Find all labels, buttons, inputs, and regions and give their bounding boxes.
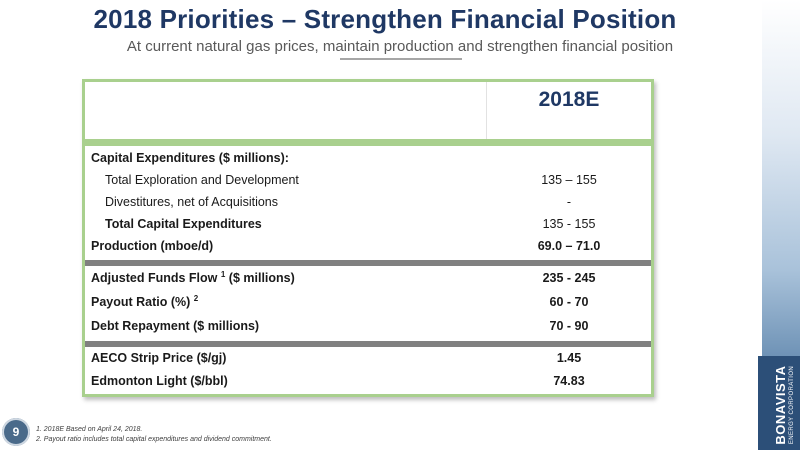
table-row: AECO Strip Price ($/gj) 1.45 (85, 348, 651, 370)
section-separator (85, 341, 651, 347)
row-label: Adjusted Funds Flow 1 ($ millions) (91, 269, 295, 285)
footnote-2: 2. Payout ratio includes total capital e… (36, 436, 272, 443)
row-label: Production (mboe/d) (91, 239, 214, 253)
table-row: Payout Ratio (%) 2 60 - 70 (85, 292, 651, 314)
row-value: 69.0 – 71.0 (537, 239, 601, 253)
section-separator (85, 260, 651, 266)
page-number-badge: 9 (2, 418, 30, 446)
header-separator (85, 139, 651, 146)
logo-name: BONAVISTA (773, 365, 788, 445)
row-label: Capital Expenditures ($ millions): (91, 151, 289, 165)
footnote-ref: 1 (220, 269, 226, 279)
row-value: 235 - 245 (542, 271, 596, 285)
slide-title: 2018 Priorities – Strengthen Financial P… (93, 4, 677, 34)
table-row: Production (mboe/d) 69.0 – 71.0 (85, 236, 651, 258)
row-label: Total Exploration and Development (105, 173, 299, 187)
row-value: 60 - 70 (549, 295, 589, 309)
subtitle-underline (340, 58, 462, 60)
guidance-table: 2018E Capital Expenditures ($ millions):… (82, 79, 654, 397)
row-label: Payout Ratio (%) 2 (91, 293, 199, 309)
row-value: 135 - 155 (542, 217, 596, 231)
table-row: Divestitures, net of Acquisitions - (85, 192, 651, 214)
row-value: 74.83 (553, 374, 585, 388)
table-row: Total Exploration and Development 135 – … (85, 170, 651, 192)
row-value: 70 - 90 (549, 319, 589, 333)
row-label: Total Capital Expenditures (105, 217, 262, 231)
footnotes: 1. 2018E Based on April 24, 2018. 2. Pay… (36, 425, 272, 445)
footnote-ref: 2 (193, 293, 199, 303)
table-row: Adjusted Funds Flow 1 ($ millions) 235 -… (85, 268, 651, 290)
row-label-suffix: ($ millions) (225, 271, 295, 285)
footnote-1: 1. 2018E Based on April 24, 2018. (36, 426, 143, 433)
row-value: 1.45 (556, 351, 582, 365)
row-label-text: Adjusted Funds Flow (91, 271, 218, 285)
row-value: - (566, 195, 572, 209)
table-row: Debt Repayment ($ millions) 70 - 90 (85, 316, 651, 338)
row-label-text: Payout Ratio (%) (91, 295, 191, 309)
row-value: 135 – 155 (541, 173, 597, 187)
row-label: Edmonton Light ($/bbl) (91, 374, 228, 388)
logo-tagline: ENERGY CORPORATION (789, 365, 795, 445)
column-header-2018e: 2018E (538, 88, 600, 111)
header-column-divider (486, 82, 487, 139)
row-label: AECO Strip Price ($/gj) (91, 351, 227, 365)
row-label: Divestitures, net of Acquisitions (105, 195, 278, 209)
row-label: Debt Repayment ($ millions) (91, 319, 260, 333)
table-row: Edmonton Light ($/bbl) 74.83 (85, 371, 651, 393)
company-logo-text: BONAVISTA ENERGY CORPORATION (773, 365, 800, 445)
company-logo (758, 356, 800, 450)
slide-subtitle: At current natural gas prices, maintain … (126, 38, 674, 55)
table-row: Total Capital Expenditures 135 - 155 (85, 214, 651, 236)
table-row: Capital Expenditures ($ millions): (85, 148, 651, 170)
